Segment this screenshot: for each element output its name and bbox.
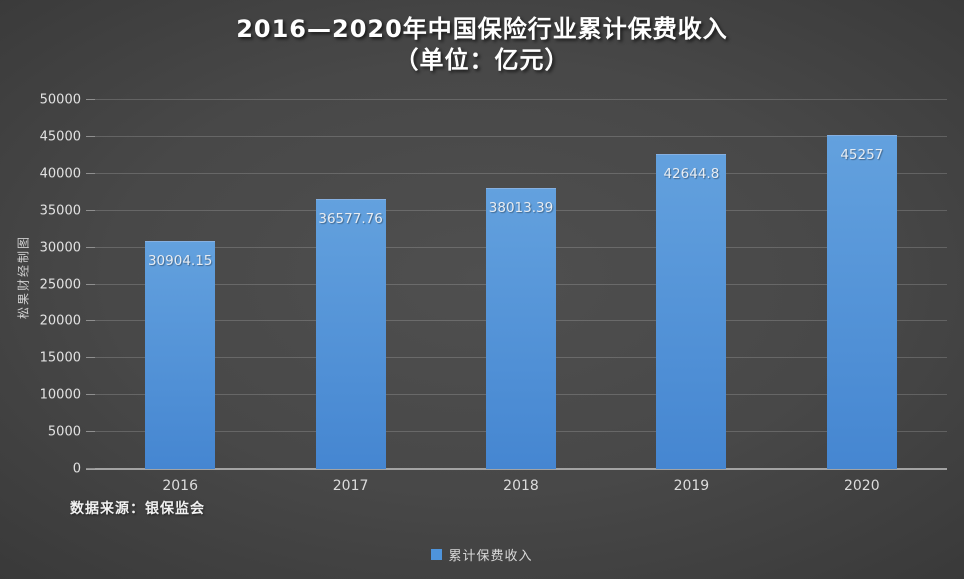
chart-title-line1: 2016—2020年中国保险行业累计保费收入 — [236, 15, 728, 43]
y-axis-label-40000: 40000 — [39, 166, 81, 182]
y-axis-tick-5000 — [86, 431, 95, 433]
y-axis-label-50000: 50000 — [39, 92, 81, 108]
y-axis-label-5000: 5000 — [47, 424, 81, 440]
x-axis-label-2017: 2017 — [332, 478, 369, 494]
chart-title-line2: （单位：亿元） — [394, 46, 570, 74]
y-axis-label-20000: 20000 — [39, 313, 81, 329]
y-axis-tick-35000 — [86, 209, 95, 211]
x-axis-label-2016: 2016 — [162, 478, 199, 494]
y-axis-label-10000: 10000 — [39, 387, 81, 403]
legend-label: 累计保费收入 — [448, 549, 533, 564]
y-axis-tick-40000 — [86, 172, 95, 174]
y-axis-tick-30000 — [86, 246, 95, 248]
y-axis-tick-45000 — [86, 135, 95, 137]
y-axis-tick-15000 — [86, 357, 95, 359]
x-axis-label-2019: 2019 — [673, 478, 710, 494]
gridline-40000 — [95, 172, 947, 174]
source-note: 数据来源：银保监会 — [70, 501, 205, 517]
bar-2020: 45257 — [826, 135, 897, 469]
bar-value-label-2018: 38013.39 — [488, 200, 554, 217]
gridline-50000 — [95, 99, 947, 100]
bar-2017: 36577.76 — [315, 199, 386, 469]
bar-2019: 42644.8 — [656, 154, 727, 469]
y-axis-tick-20000 — [86, 320, 95, 322]
bar-value-label-2020: 45257 — [840, 147, 884, 164]
x-axis-label-2020: 2020 — [843, 478, 880, 494]
bar-value-label-2017: 36577.76 — [318, 211, 383, 228]
y-axis-tick-50000 — [86, 99, 95, 100]
y-axis-label-25000: 25000 — [39, 277, 81, 292]
y-axis-label-45000: 45000 — [39, 129, 81, 145]
x-axis-line — [86, 468, 947, 470]
bar-2018: 38013.39 — [486, 188, 556, 469]
plot-area: 0 5000 10000 15000 20000 25000 30000 35000 40000… — [40, 93, 947, 494]
x-axis-label-2018: 2018 — [503, 478, 539, 494]
watermark-vertical-text: 松果财经制图 — [16, 234, 31, 320]
y-axis-label-30000: 30000 — [39, 240, 81, 256]
legend-marker-icon — [431, 549, 443, 560]
bar-2016: 30904.15 — [145, 240, 216, 469]
y-axis-label-35000: 35000 — [39, 203, 81, 219]
legend: 累计保费收入 — [0, 545, 964, 564]
y-axis-label-15000: 15000 — [39, 350, 81, 366]
bar-value-label-2016: 30904.15 — [147, 252, 213, 269]
gridline-45000 — [95, 135, 947, 137]
chart-title: 2016—2020年中国保险行业累计保费收入 （单位：亿元） — [0, 14, 964, 76]
y-axis-tick-25000 — [86, 283, 95, 285]
y-axis-tick-0 — [86, 468, 95, 469]
y-axis-tick-10000 — [86, 394, 95, 396]
y-axis-label-0: 0 — [72, 461, 81, 477]
bar-value-label-2019: 42644.8 — [663, 166, 720, 183]
